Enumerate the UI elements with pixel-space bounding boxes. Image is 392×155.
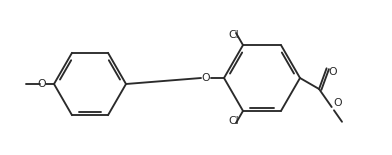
Text: O: O bbox=[202, 73, 211, 83]
Text: Cl: Cl bbox=[229, 116, 239, 126]
Text: Cl: Cl bbox=[229, 30, 239, 40]
Text: O: O bbox=[328, 67, 337, 77]
Text: O: O bbox=[37, 79, 46, 89]
Text: O: O bbox=[334, 98, 342, 108]
